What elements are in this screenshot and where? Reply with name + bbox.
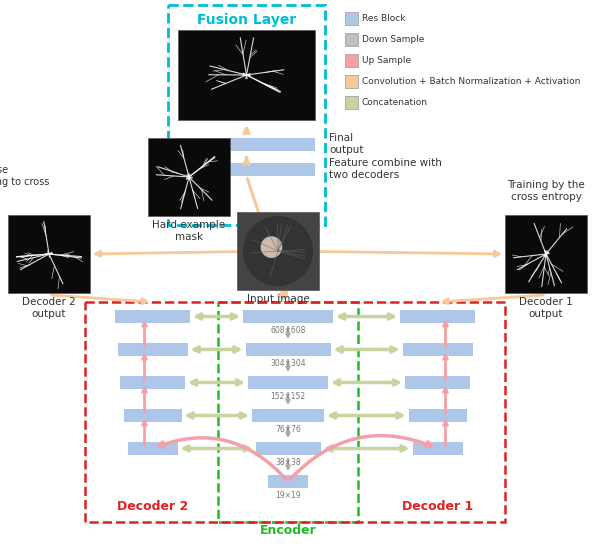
Text: Final
output: Final output: [329, 133, 364, 155]
FancyBboxPatch shape: [413, 442, 463, 455]
FancyBboxPatch shape: [237, 212, 319, 290]
Text: Training by the
cross entropy: Training by the cross entropy: [507, 180, 585, 202]
FancyBboxPatch shape: [128, 442, 178, 455]
Text: 19×19: 19×19: [275, 491, 301, 500]
Circle shape: [244, 217, 313, 285]
FancyBboxPatch shape: [268, 475, 308, 488]
FancyBboxPatch shape: [120, 376, 185, 389]
FancyBboxPatch shape: [409, 409, 467, 422]
FancyBboxPatch shape: [256, 442, 320, 455]
Text: Decoder 2: Decoder 2: [117, 500, 188, 514]
FancyBboxPatch shape: [8, 215, 90, 293]
Text: Res Block: Res Block: [362, 14, 406, 23]
FancyBboxPatch shape: [178, 30, 315, 120]
FancyBboxPatch shape: [178, 163, 315, 176]
Text: Input image: Input image: [247, 294, 310, 304]
Text: Pixel-wise
weighting to cross
entropy: Pixel-wise weighting to cross entropy: [0, 165, 49, 198]
FancyBboxPatch shape: [252, 409, 324, 422]
Text: 38×38: 38×38: [275, 458, 301, 467]
FancyBboxPatch shape: [148, 138, 230, 216]
Circle shape: [262, 237, 281, 257]
FancyBboxPatch shape: [115, 310, 190, 323]
FancyBboxPatch shape: [243, 310, 333, 323]
Text: Concatenation: Concatenation: [362, 98, 428, 107]
FancyBboxPatch shape: [245, 343, 331, 356]
Text: Convolution + Batch Normalization + Activation: Convolution + Batch Normalization + Acti…: [362, 77, 580, 86]
FancyBboxPatch shape: [400, 310, 475, 323]
FancyBboxPatch shape: [345, 96, 358, 109]
FancyBboxPatch shape: [403, 343, 473, 356]
Text: Encoder: Encoder: [260, 524, 316, 537]
Text: 304×304: 304×304: [270, 359, 306, 368]
Text: 608×608: 608×608: [271, 326, 305, 335]
Text: Decoder 2
output: Decoder 2 output: [22, 297, 76, 318]
Text: Up Sample: Up Sample: [362, 56, 411, 65]
FancyBboxPatch shape: [345, 54, 358, 67]
Text: 76×76: 76×76: [275, 425, 301, 434]
FancyBboxPatch shape: [248, 376, 328, 389]
FancyBboxPatch shape: [118, 343, 187, 356]
Text: Fusion Layer: Fusion Layer: [197, 13, 296, 27]
FancyBboxPatch shape: [345, 75, 358, 88]
FancyBboxPatch shape: [505, 215, 587, 293]
Text: 152×152: 152×152: [271, 392, 305, 401]
FancyBboxPatch shape: [124, 409, 182, 422]
FancyBboxPatch shape: [345, 12, 358, 25]
Text: Decoder 1
output: Decoder 1 output: [519, 297, 573, 318]
Text: Feature combine with
two decoders: Feature combine with two decoders: [329, 158, 442, 180]
Text: Down Sample: Down Sample: [362, 35, 424, 44]
Text: Hard example
mask: Hard example mask: [152, 220, 226, 241]
Text: Decoder 1: Decoder 1: [402, 500, 473, 514]
FancyBboxPatch shape: [405, 376, 470, 389]
FancyBboxPatch shape: [345, 33, 358, 46]
FancyBboxPatch shape: [178, 138, 315, 151]
